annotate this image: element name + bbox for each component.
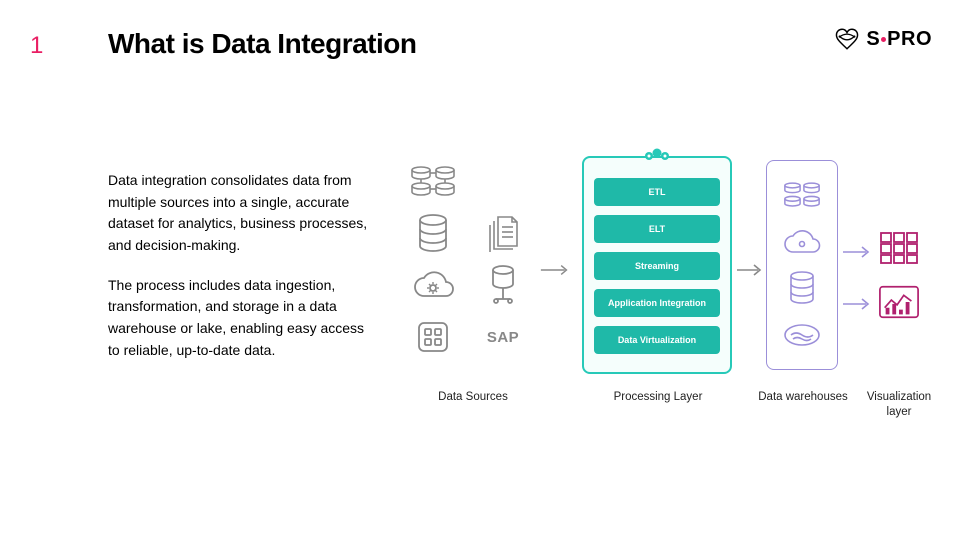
logo-dot-icon [881, 37, 886, 42]
logo: SPRO [834, 26, 932, 52]
sap-icon: SAP [478, 316, 528, 358]
arrow-right-icon [842, 294, 872, 314]
servers-icon [408, 160, 458, 202]
apps-grid-icon [408, 316, 458, 358]
cloud-gear-icon [782, 224, 822, 260]
grid-chart-icon [878, 230, 920, 266]
body-text: Data integration consolidates data from … [108, 170, 368, 380]
cloud-gear-icon [408, 264, 458, 306]
page-number: 1 [30, 32, 43, 60]
proc-item-elt: ELT [594, 215, 720, 243]
visualization-column [878, 230, 928, 320]
label-sources: Data Sources [428, 390, 518, 405]
processing-items: ETL ELT Streaming Application Integratio… [594, 178, 720, 354]
database-icon [782, 270, 822, 306]
label-visualization: Visualization layer [860, 390, 938, 420]
arrow-right-icon [842, 242, 872, 262]
analytics-chart-icon [878, 284, 920, 320]
logo-text: SPRO [866, 28, 932, 51]
logo-heart-icon [834, 26, 860, 52]
servers-icon [782, 177, 822, 213]
paragraph-1: Data integration consolidates data from … [108, 170, 368, 257]
data-sources-column: SAP [408, 160, 528, 358]
data-warehouses-box [766, 160, 838, 370]
proc-item-etl: ETL [594, 178, 720, 206]
diagram: SAP ETL ELT Streaming Application Integr [408, 160, 938, 420]
arrow-right-icon [736, 260, 766, 280]
proc-item-datavirt: Data Virtualization [594, 326, 720, 354]
arrow-right-icon [540, 260, 570, 280]
proc-item-appint: Application Integration [594, 289, 720, 317]
paragraph-2: The process includes data ingestion, tra… [108, 275, 368, 362]
label-processing: Processing Layer [603, 390, 713, 405]
data-lake-icon [782, 317, 822, 353]
proc-item-streaming: Streaming [594, 252, 720, 280]
processing-ornament-icon [637, 146, 677, 166]
documents-icon [478, 212, 528, 254]
label-warehouses: Data warehouses [753, 390, 853, 405]
page-title: What is Data Integration [108, 28, 416, 60]
database-icon [408, 212, 458, 254]
processing-layer-box: ETL ELT Streaming Application Integratio… [582, 156, 732, 374]
server-single-icon [478, 264, 528, 306]
